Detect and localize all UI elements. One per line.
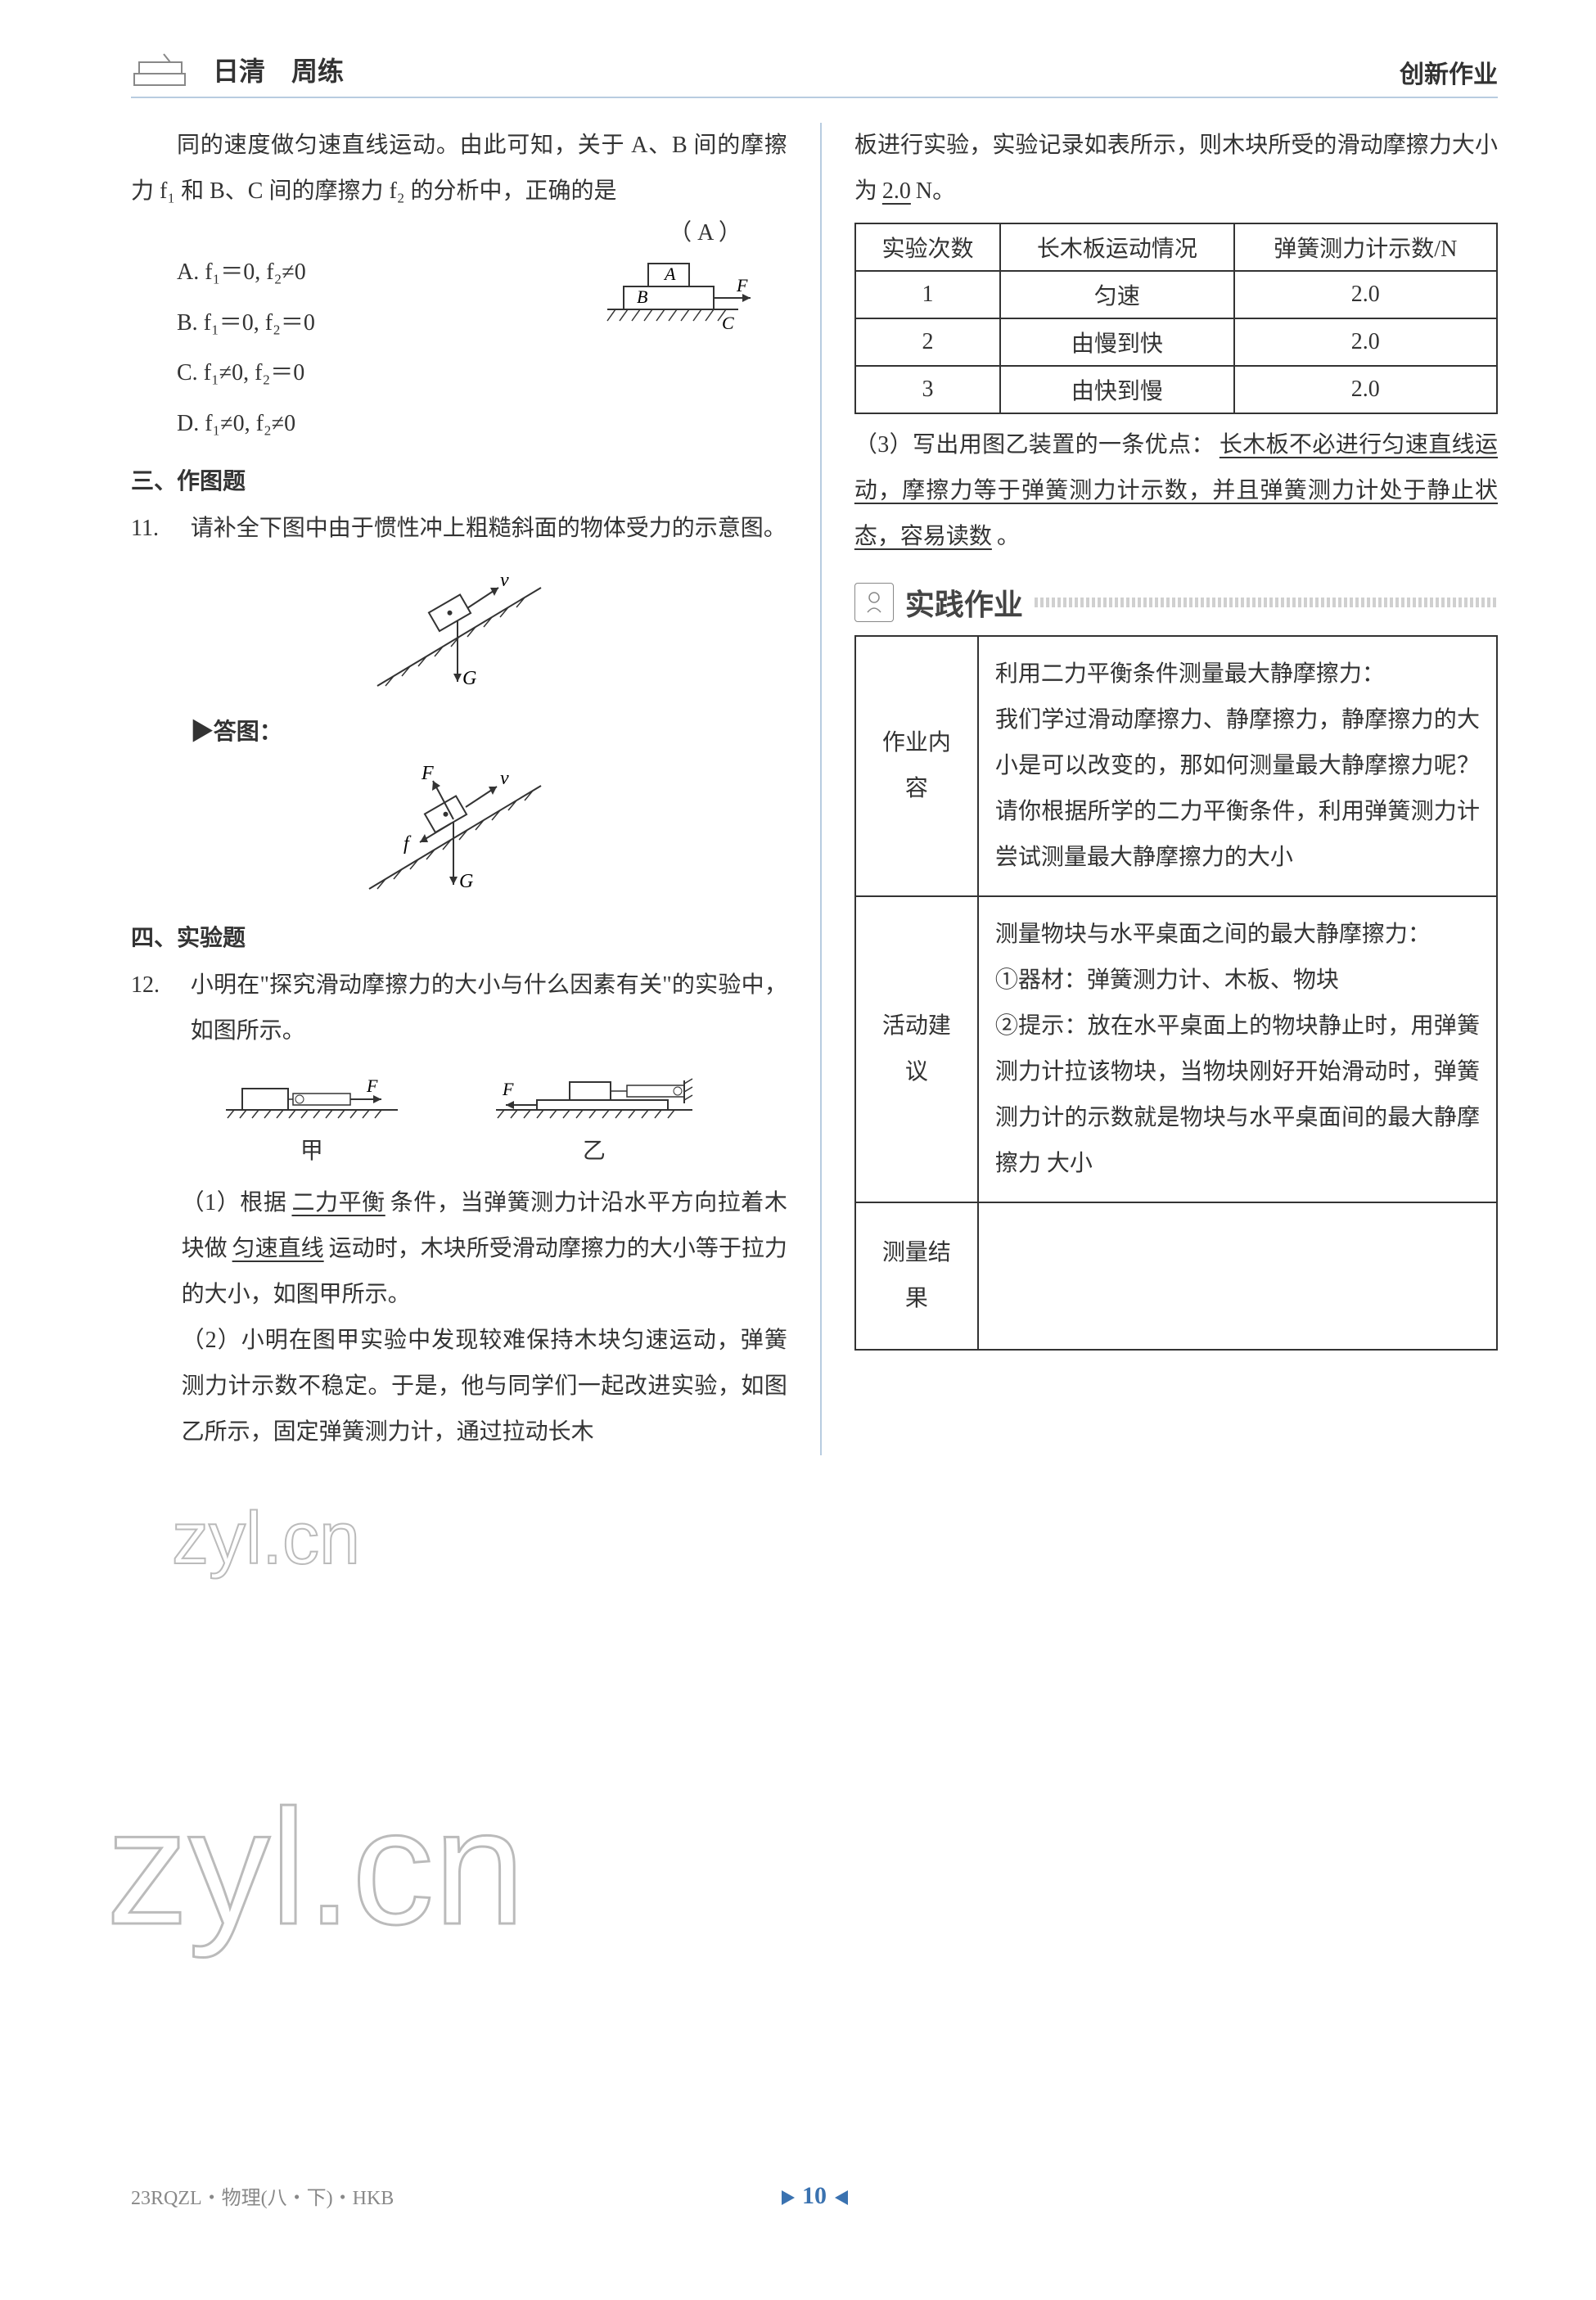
- header-title-left: 日清 周练: [213, 51, 344, 88]
- section-3-head: 三、作图题: [131, 463, 787, 496]
- page-header: 日清 周练 创新作业: [131, 49, 1498, 98]
- q12: 12. 小明在"探究滑动摩擦力的大小与什么因素有关"的实验中，如图所示。: [131, 963, 787, 1054]
- practice-r2-label: 活动建议: [855, 896, 978, 1202]
- book-icon: [131, 49, 196, 90]
- svg-text:A: A: [663, 264, 676, 284]
- page-footer: 23RQZL・物理(八・下)・HKB 10: [131, 2181, 1498, 2210]
- svg-text:v: v: [500, 768, 509, 789]
- q12-p1: （1）根据二力平衡条件，当弹簧测力计沿水平方向拉着木块做匀速直线运动时，木块所受…: [131, 1180, 787, 1318]
- q12-table: 实验次数 长木板运动情况 弹簧测力计示数/N 1 匀速 2.0 2 由慢到快 2…: [854, 223, 1498, 414]
- q10-option-b: B. f₁＝0, f₂＝0: [177, 298, 315, 349]
- practice-r1-label: 作业内容: [855, 636, 978, 896]
- q12-p2-cont: 板进行实验，实验记录如表所示，则木块所受的滑动摩擦力大小为2.0N。: [854, 123, 1498, 214]
- table-row: 3 由快到慢 2.0: [855, 366, 1497, 413]
- practice-r1-text: 利用二力平衡条件测量最大静摩擦力： 我们学过滑动摩擦力、静摩擦力，静摩擦力的大小…: [978, 636, 1497, 896]
- svg-text:zyl.cn: zyl.cn: [106, 1776, 525, 1959]
- table-row: 1 匀速 2.0: [855, 271, 1497, 318]
- q11-answer-label: ▶答图：: [131, 714, 787, 746]
- page-number: 10: [775, 2182, 854, 2210]
- q10-option-d: D. f₁≠0, f₂≠0: [177, 399, 315, 449]
- q12-figures: F 甲: [131, 1069, 787, 1166]
- watermark-small: zyl.cn: [172, 1490, 516, 1596]
- svg-text:F: F: [736, 275, 748, 295]
- column-divider: [820, 123, 822, 1455]
- q10-continuation: 同的速度做匀速直线运动。由此可知，关于 A、B 间的摩擦力 f₁ 和 B、C 间…: [131, 123, 787, 214]
- svg-text:F: F: [366, 1076, 378, 1096]
- practice-header: 实践作业: [854, 581, 1498, 624]
- svg-text:B: B: [637, 286, 647, 307]
- q11: 11. 请补全下图中由于惯性冲上粗糙斜面的物体受力的示意图。: [131, 506, 787, 552]
- q10-answer: （ A ）: [669, 214, 742, 247]
- q10-figure: A B F C: [591, 255, 755, 354]
- practice-table: 作业内容 利用二力平衡条件测量最大静摩擦力： 我们学过滑动摩擦力、静摩擦力，静摩…: [854, 635, 1498, 1351]
- svg-text:v: v: [500, 570, 509, 591]
- svg-text:zyl.cn: zyl.cn: [172, 1498, 360, 1580]
- practice-r3-text: [978, 1202, 1497, 1350]
- svg-text:f: f: [404, 833, 412, 855]
- q11-figure-original: v G: [353, 563, 566, 702]
- section-4-head: 四、实验题: [131, 920, 787, 953]
- table-row: 2 由慢到快 2.0: [855, 318, 1497, 366]
- practice-r2-text: 测量物块与水平桌面之间的最大静摩擦力： ①器材：弹簧测力计、木板、物块 ②提示：…: [978, 896, 1497, 1202]
- svg-text:G: G: [462, 668, 476, 689]
- q12-p2: （2）小明在图甲实验中发现较难保持木块匀速运动，弹簧测力计示数不稳定。于是，他与…: [131, 1318, 787, 1455]
- left-column: 同的速度做匀速直线运动。由此可知，关于 A、B 间的摩擦力 f₁ 和 B、C 间…: [131, 123, 787, 1455]
- svg-text:F: F: [502, 1079, 514, 1099]
- right-column: 板进行实验，实验记录如表所示，则木块所受的滑动摩擦力大小为2.0N。 实验次数 …: [854, 123, 1498, 1455]
- practice-r3-label: 测量结果: [855, 1202, 978, 1350]
- q11-figure-answer: F v f G: [345, 758, 574, 905]
- q12-p3: （3）写出用图乙装置的一条优点：长木板不必进行匀速直线运动，摩擦力等于弹簧测力计…: [854, 422, 1498, 560]
- footer-left: 23RQZL・物理(八・下)・HKB: [131, 2181, 394, 2210]
- watermark-large: zyl.cn: [106, 1776, 761, 1989]
- svg-text:C: C: [722, 313, 734, 333]
- q10-option-a: A. f₁＝0, f₂≠0: [177, 247, 315, 298]
- svg-text:G: G: [459, 871, 473, 892]
- practice-icon: [854, 583, 894, 622]
- q10-option-c: C. f₁≠0, f₂＝0: [177, 348, 315, 399]
- svg-text:F: F: [421, 763, 434, 784]
- header-title-right: 创新作业: [1400, 54, 1498, 90]
